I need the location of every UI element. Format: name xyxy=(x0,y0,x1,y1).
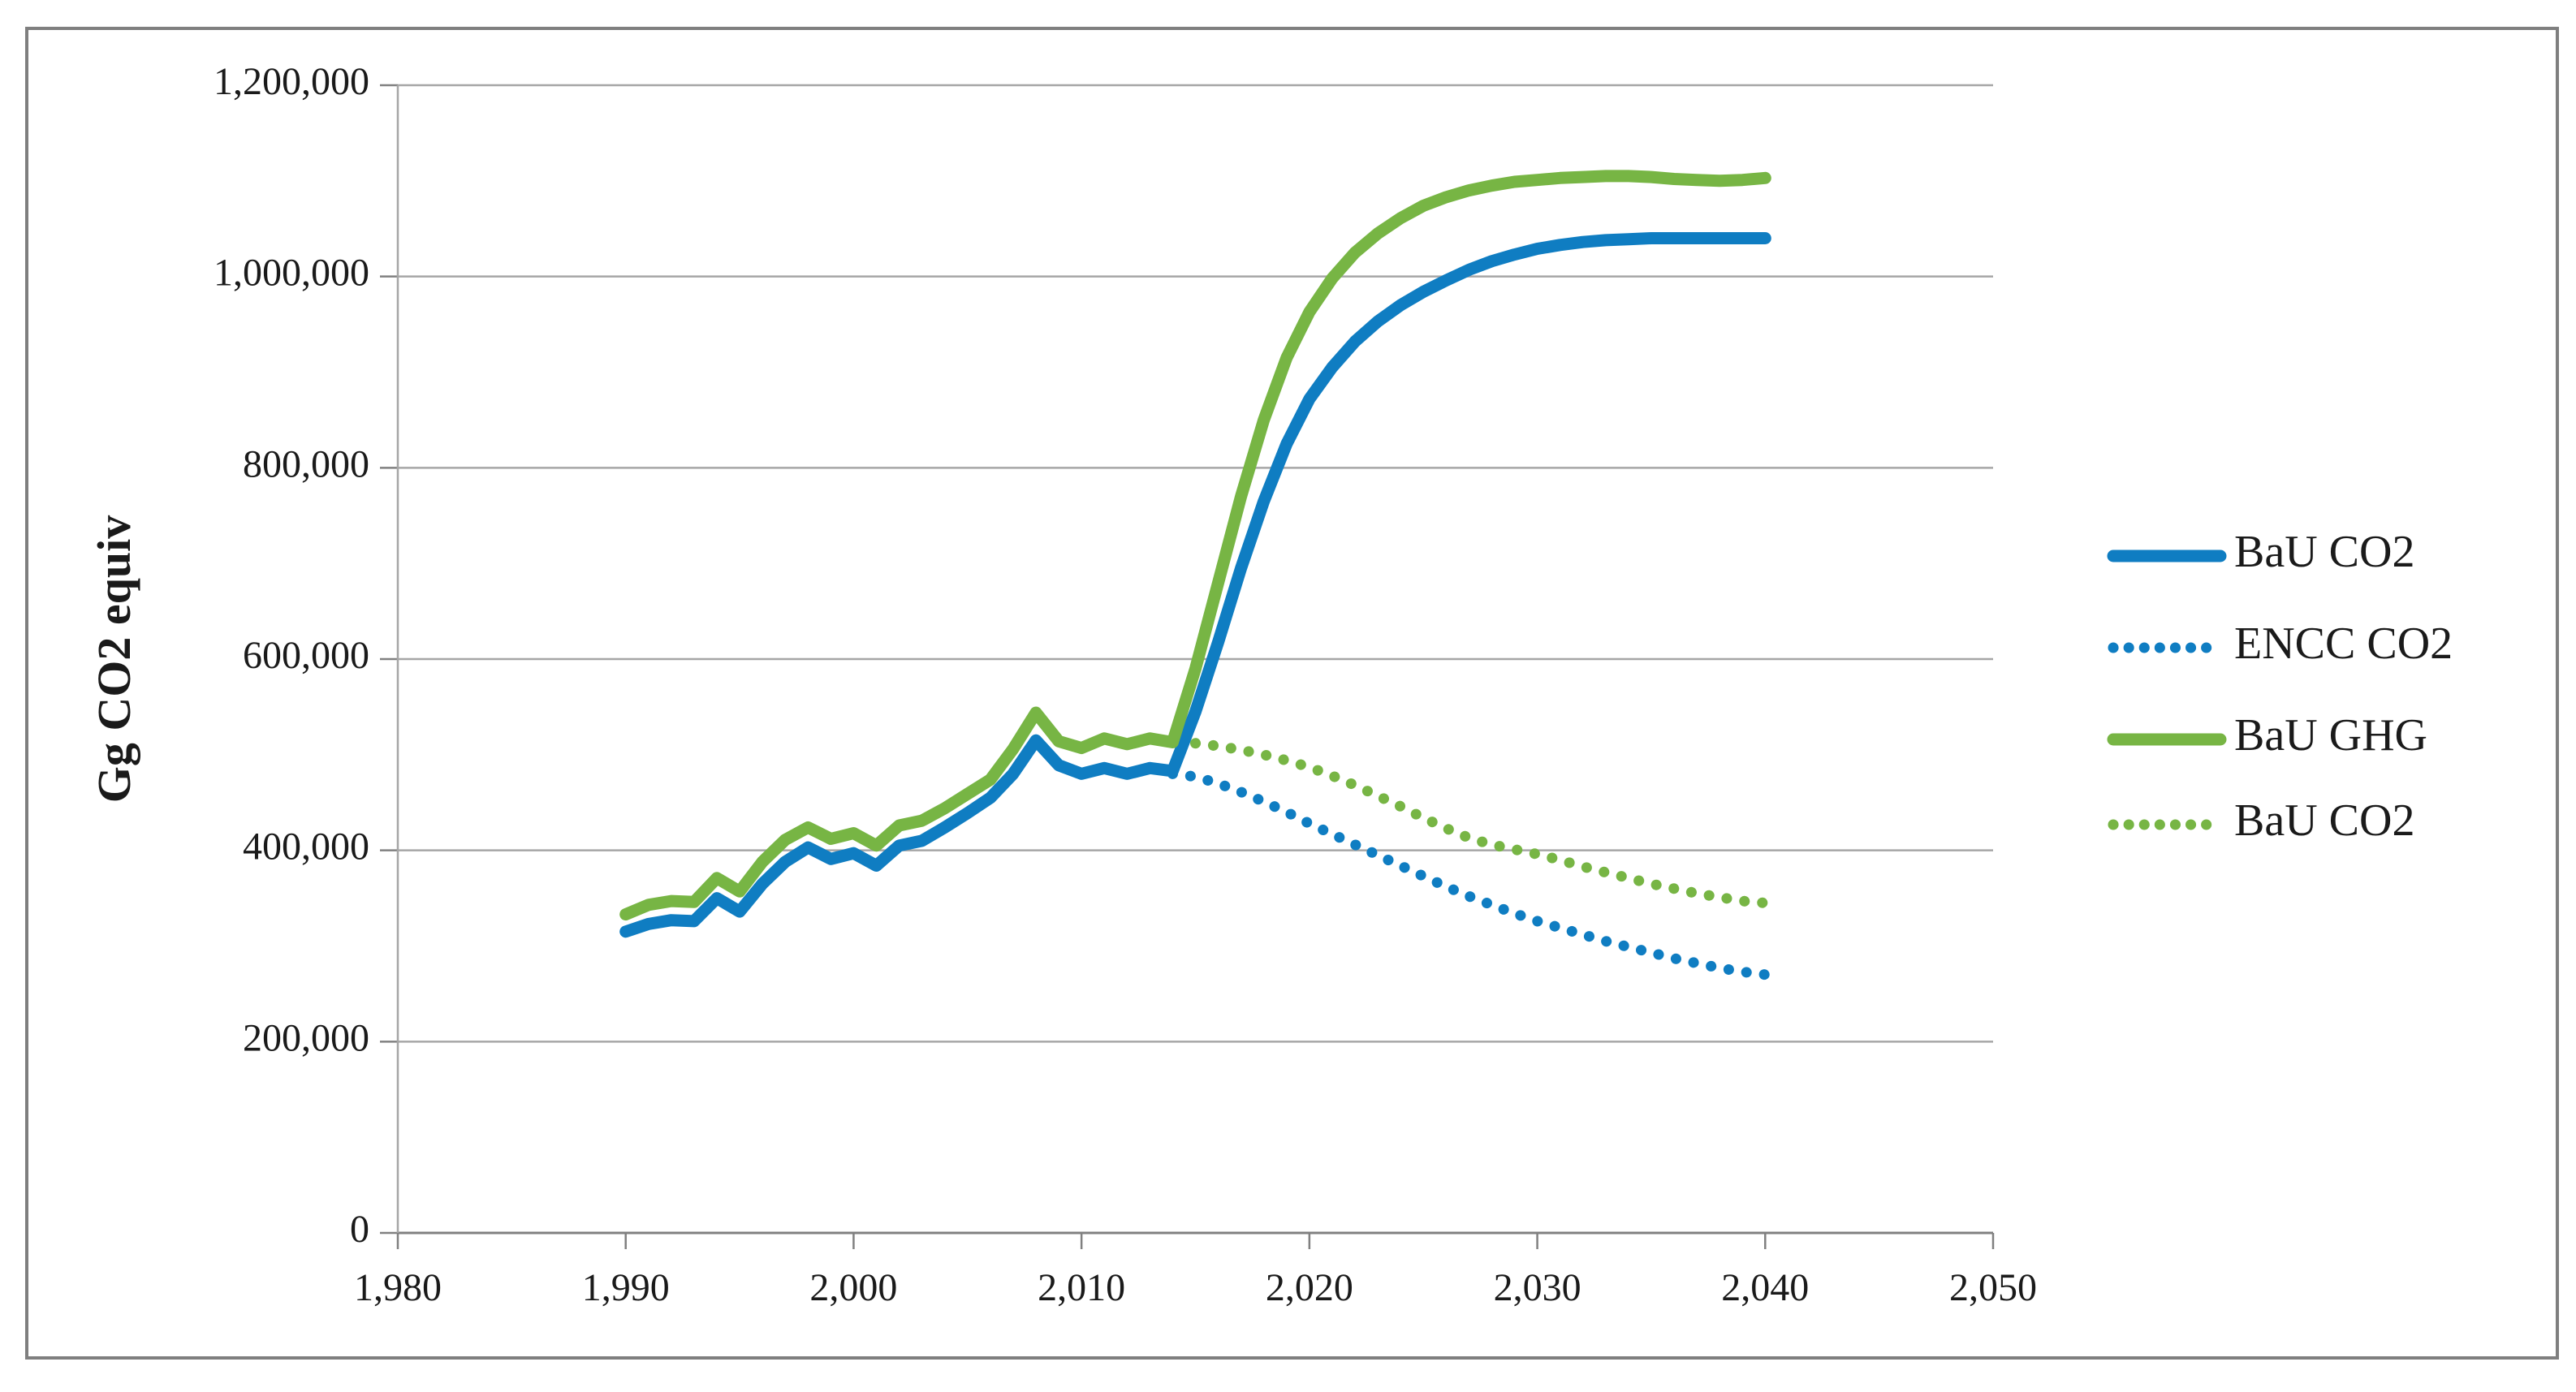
legend-label-3-bau-co2: BaU CO2 xyxy=(2234,795,2414,846)
x-tick-label-1980: 1,980 xyxy=(354,1266,442,1309)
x-tick-label-1990: 1,990 xyxy=(582,1266,670,1309)
y-tick-label-1000000: 1,000,000 xyxy=(214,252,369,295)
y-tick-label-800000: 800,000 xyxy=(243,442,369,485)
series-line-1-encc-co2-dotted xyxy=(1167,768,1771,980)
x-tick-label-2000: 2,000 xyxy=(809,1266,897,1309)
x-tick-label-2040: 2,040 xyxy=(1721,1266,1809,1309)
x-tick-label-2010: 2,010 xyxy=(1038,1266,1125,1309)
x-tick-label-2050: 2,050 xyxy=(1949,1266,2037,1309)
legend-label-0-bau-co2: BaU CO2 xyxy=(2234,527,2414,577)
y-tick-label-600000: 600,000 xyxy=(243,634,369,677)
y-tick-label-200000: 200,000 xyxy=(243,1016,369,1059)
y-tick-label-400000: 400,000 xyxy=(243,825,369,868)
y-tick-label-0: 0 xyxy=(350,1208,369,1251)
series-line-2-bau-ghg-solid xyxy=(619,170,1771,921)
series-line-3-bau-co2-dotted xyxy=(1190,738,1771,908)
figure-border xyxy=(25,27,2559,1360)
legend-label-1-encc-co2: ENCC CO2 xyxy=(2234,618,2453,669)
legend-label-2-bau-ghg: BaU GHG xyxy=(2234,710,2427,761)
x-tick-label-2030: 2,030 xyxy=(1494,1266,1581,1309)
y-tick-label-1200000: 1,200,000 xyxy=(214,60,369,103)
x-tick-label-2020: 2,020 xyxy=(1266,1266,1353,1309)
y-axis-title: Gg CO2 equiv xyxy=(88,515,140,804)
series-line-0-bau-co2-solid xyxy=(619,232,1771,938)
